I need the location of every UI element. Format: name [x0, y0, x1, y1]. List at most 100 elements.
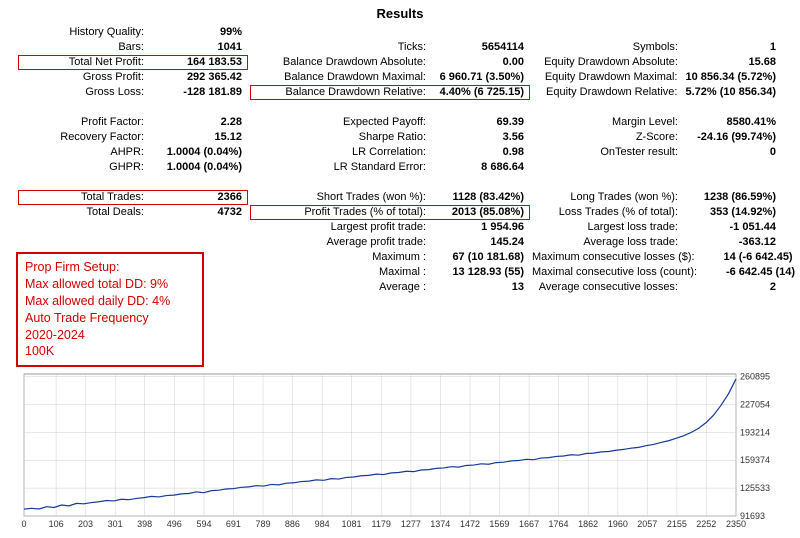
- stat-row: Gross Loss:-128 181.89: [18, 85, 248, 100]
- stat-value: 10 856.34 (5.72%): [685, 70, 776, 85]
- stat-row: Largest loss trade:-1 051.44: [532, 220, 782, 235]
- svg-text:193214: 193214: [740, 427, 770, 437]
- note-line: Max allowed total DD: 9%: [25, 276, 195, 293]
- svg-text:1569: 1569: [489, 519, 509, 529]
- stat-label: Maximum :: [250, 250, 434, 265]
- stat-row: Total Trades:2366: [18, 190, 248, 205]
- svg-text:496: 496: [167, 519, 182, 529]
- stat-label: Balance Drawdown Maximal:: [250, 70, 434, 85]
- stat-label: Z-Score:: [532, 130, 686, 145]
- stat-row: Profit Trades (% of total):2013 (85.08%): [250, 205, 530, 220]
- stat-label: Margin Level:: [532, 115, 686, 130]
- stat-row: Z-Score:-24.16 (99.74%): [532, 130, 782, 145]
- stat-value: 99%: [152, 25, 242, 40]
- equity-chart: 9169312553315937419321422705426089501062…: [18, 370, 782, 532]
- stat-label: Gross Profit:: [18, 70, 152, 85]
- stat-label: Short Trades (won %):: [250, 190, 434, 205]
- stat-label: Largest profit trade:: [250, 220, 434, 235]
- stat-label: Long Trades (won %):: [532, 190, 686, 205]
- stat-value: 2.28: [152, 115, 242, 130]
- stat-row: Total Net Profit:164 183.53: [18, 55, 248, 70]
- stat-label: Balance Drawdown Relative:: [250, 85, 434, 100]
- svg-text:1374: 1374: [430, 519, 450, 529]
- svg-text:1277: 1277: [401, 519, 421, 529]
- stat-label: Equity Drawdown Absolute:: [532, 55, 686, 70]
- stat-label: Average :: [250, 280, 434, 295]
- stat-value: 145.24: [434, 235, 524, 250]
- stat-row: Balance Drawdown Maximal:6 960.71 (3.50%…: [250, 70, 530, 85]
- stat-value: 4732: [152, 205, 242, 220]
- svg-text:260895: 260895: [740, 372, 770, 382]
- stat-label: Largest loss trade:: [532, 220, 686, 235]
- svg-text:2057: 2057: [637, 519, 657, 529]
- stat-label: LR Correlation:: [250, 145, 434, 160]
- stat-label: LR Standard Error:: [250, 160, 434, 175]
- svg-text:2350: 2350: [726, 519, 746, 529]
- svg-text:301: 301: [108, 519, 123, 529]
- stat-value: 13: [434, 280, 524, 295]
- stat-value: 5654114: [434, 40, 524, 55]
- stat-value: 1: [686, 40, 776, 55]
- stats-col-2: Ticks:5654114Balance Drawdown Absolute:0…: [250, 25, 530, 295]
- stat-row: Short Trades (won %):1128 (83.42%): [250, 190, 530, 205]
- stat-row: Gross Profit:292 365.42: [18, 70, 248, 85]
- stat-value: 1.0004 (0.04%): [152, 145, 242, 160]
- stat-value: 15.68: [686, 55, 776, 70]
- svg-text:2252: 2252: [696, 519, 716, 529]
- stat-row: Average consecutive losses:2: [532, 280, 782, 295]
- stat-row: Largest profit trade:1 954.96: [250, 220, 530, 235]
- stat-value: 1 954.96: [434, 220, 524, 235]
- stat-value: 2: [686, 280, 776, 295]
- svg-text:1179: 1179: [372, 519, 391, 529]
- svg-text:984: 984: [315, 519, 330, 529]
- svg-text:106: 106: [49, 519, 64, 529]
- stat-value: 1.0004 (0.04%): [152, 160, 242, 175]
- stat-label: Average consecutive losses:: [532, 280, 686, 295]
- stat-row: Average profit trade:145.24: [250, 235, 530, 250]
- stat-label: Total Trades:: [18, 190, 152, 205]
- stat-value: 13 128.93 (55): [434, 265, 524, 280]
- note-line: Prop Firm Setup:: [25, 259, 195, 276]
- svg-text:1862: 1862: [578, 519, 598, 529]
- stat-value: 0.98: [434, 145, 524, 160]
- svg-text:125533: 125533: [740, 483, 770, 493]
- stat-label: Gross Loss:: [18, 85, 152, 100]
- svg-text:227054: 227054: [740, 399, 770, 409]
- stat-value: 69.39: [434, 115, 524, 130]
- note-line: 2020-2024: [25, 327, 195, 344]
- svg-text:1764: 1764: [548, 519, 568, 529]
- stat-label: OnTester result:: [532, 145, 686, 160]
- page-title: Results: [18, 6, 782, 21]
- svg-text:159374: 159374: [740, 455, 770, 465]
- stat-row: GHPR:1.0004 (0.04%): [18, 160, 248, 175]
- svg-text:1472: 1472: [460, 519, 480, 529]
- stat-row: Maximal :13 128.93 (55): [250, 265, 530, 280]
- stat-label: Balance Drawdown Absolute:: [250, 55, 434, 70]
- svg-text:0: 0: [21, 519, 26, 529]
- stat-label: Average profit trade:: [250, 235, 434, 250]
- stat-row: History Quality:99%: [18, 25, 248, 40]
- stat-row: Profit Factor:2.28: [18, 115, 248, 130]
- stat-value: 2013 (85.08%): [434, 205, 524, 220]
- stat-row: Average loss trade:-363.12: [532, 235, 782, 250]
- stat-value: -1 051.44: [686, 220, 776, 235]
- stat-row: Equity Drawdown Absolute:15.68: [532, 55, 782, 70]
- stat-value: 15.12: [152, 130, 242, 145]
- note-line: Auto Trade Frequency: [25, 310, 195, 327]
- stat-value: 8580.41%: [686, 115, 776, 130]
- stat-value: 164 183.53: [152, 55, 242, 70]
- stat-value: 4.40% (6 725.15): [434, 85, 524, 100]
- stat-value: -128 181.89: [152, 85, 242, 100]
- stat-value: 6 960.71 (3.50%): [434, 70, 524, 85]
- stat-value: 2366: [152, 190, 242, 205]
- svg-text:398: 398: [137, 519, 152, 529]
- stat-row: Maximum :67 (10 181.68): [250, 250, 530, 265]
- stat-row: Equity Drawdown Relative:5.72% (10 856.3…: [532, 85, 782, 100]
- stat-label: Equity Drawdown Maximal:: [532, 70, 685, 85]
- stat-row: Expected Payoff:69.39: [250, 115, 530, 130]
- stat-label: Profit Trades (% of total):: [250, 205, 434, 220]
- stat-row: Sharpe Ratio:3.56: [250, 130, 530, 145]
- note-line: 100K: [25, 343, 195, 360]
- stat-row: Balance Drawdown Absolute:0.00: [250, 55, 530, 70]
- stat-row: AHPR:1.0004 (0.04%): [18, 145, 248, 160]
